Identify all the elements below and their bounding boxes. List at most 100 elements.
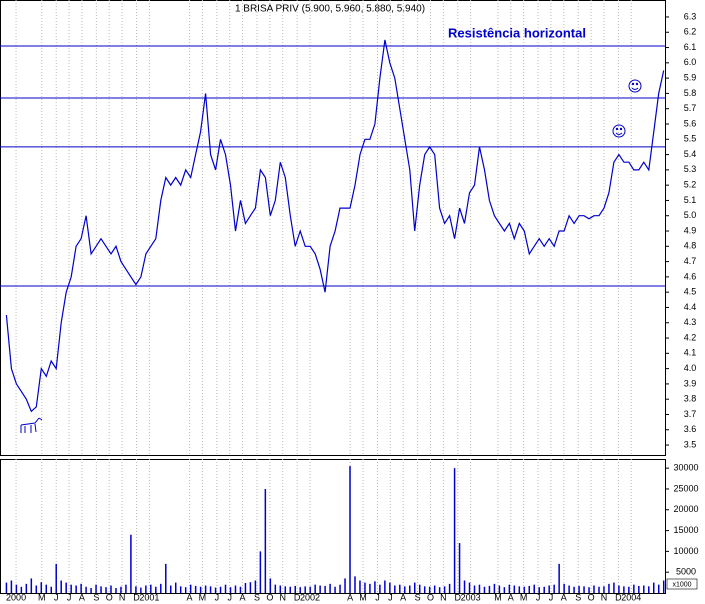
volume-bar: [349, 466, 351, 593]
volume-bar: [523, 586, 526, 593]
y-tick-label: 4.6: [684, 271, 697, 281]
y-tick-label: 5.9: [684, 73, 697, 83]
volume-bar: [324, 585, 326, 593]
y2-tick-label: 15000: [673, 525, 698, 535]
x-tick-label: J: [227, 592, 232, 602]
y2-tick-label: 30000: [673, 463, 698, 473]
volume-bar: [249, 582, 252, 593]
volume-bar: [643, 585, 645, 593]
volume-bar: [653, 582, 655, 593]
volume-bar: [379, 584, 381, 593]
y-tick-label: 6.2: [684, 27, 697, 37]
volume-bar: [30, 578, 33, 593]
y-tick-label: 3.7: [684, 409, 697, 419]
volume-bar: [45, 584, 48, 593]
volume-bar: [428, 586, 431, 593]
y2-tick-label: 20000: [673, 504, 698, 514]
volume-bar: [105, 587, 107, 593]
x-tick-label: N: [279, 592, 286, 602]
volume-bar: [657, 584, 660, 593]
x-tick-label: A: [561, 592, 567, 602]
volume-bar: [628, 586, 630, 593]
marks: [0, 39, 665, 593]
volume-bar: [110, 585, 112, 593]
volume-bar: [448, 583, 451, 593]
volume-bar: [339, 584, 341, 593]
volume-bar: [364, 582, 366, 593]
volume-bar: [418, 584, 421, 593]
volume-bar: [533, 584, 535, 593]
volume-bar: [384, 580, 386, 593]
x-tick-label: M: [520, 592, 528, 602]
x-tick-label: A: [400, 592, 406, 602]
volume-bar: [120, 586, 122, 593]
volume-bar: [553, 584, 555, 593]
x-tick-label: D: [133, 592, 140, 602]
x-tick-label: J: [215, 592, 220, 602]
volume-bar: [50, 586, 52, 593]
volume-bar: [274, 584, 277, 593]
volume-bar: [438, 587, 441, 593]
volume-bar: [75, 585, 77, 593]
volume-bar: [65, 582, 67, 593]
volume-bar: [608, 583, 610, 593]
y-tick-label: 4.1: [684, 348, 697, 358]
volume-bar: [573, 586, 575, 593]
y-tick-label: 4.0: [684, 363, 697, 373]
volume-bar: [478, 584, 481, 593]
x-tick-label: A: [79, 592, 85, 602]
volume-bar: [70, 584, 72, 593]
volume-bar: [409, 585, 411, 593]
volume-bar: [95, 584, 97, 593]
volume-bar: [548, 585, 550, 593]
y-tick-label: 6.1: [684, 42, 697, 52]
volume-bar: [662, 580, 665, 593]
volume-bar: [618, 585, 620, 593]
volume-bar: [55, 563, 57, 593]
volume-bar: [189, 584, 192, 593]
volume-bar: [513, 585, 516, 593]
x-tick-label: A: [240, 592, 246, 602]
volume-bar: [503, 587, 506, 593]
x-tick-label: M: [359, 592, 367, 602]
x-tick-label: S: [93, 592, 99, 602]
x-tick-label: A: [187, 592, 193, 602]
volume-bar: [458, 543, 461, 593]
volume-bar: [299, 587, 301, 593]
volume-bar: [538, 587, 540, 593]
volume-bar: [140, 587, 142, 593]
volume-bar: [359, 580, 361, 593]
volume-bar: [279, 585, 282, 593]
volume-bar: [35, 585, 38, 593]
volume-bar: [473, 585, 476, 593]
volume-bar: [80, 583, 82, 593]
volume-bar: [214, 587, 217, 593]
volume-bar: [10, 580, 13, 593]
volume-bar: [155, 586, 157, 593]
volume-bar: [518, 586, 521, 593]
volume-bar: [344, 578, 346, 593]
volume-bar: [404, 586, 406, 593]
y-tick-label: 5.3: [684, 164, 697, 174]
volume-bar: [583, 586, 585, 593]
unit-box: [666, 578, 698, 590]
volume-bar: [264, 488, 267, 593]
volume-bar: [374, 581, 376, 593]
x-tick-label: J: [549, 592, 554, 602]
volume-bar: [224, 584, 227, 593]
x-tick-label: O: [588, 592, 595, 602]
volume-bar: [394, 585, 396, 593]
y-tick-label: 4.8: [684, 241, 697, 251]
volume-bar: [100, 586, 102, 593]
volume-bar: [648, 586, 650, 593]
volume-bar: [588, 587, 590, 593]
volume-bar: [389, 582, 391, 593]
volume-bar: [598, 586, 600, 593]
volume-bar: [309, 586, 311, 593]
volume-bar: [613, 582, 615, 593]
y-tick-label: 5.0: [684, 210, 697, 220]
x-tick-label: N: [119, 592, 126, 602]
x-tick-label: O: [106, 592, 113, 602]
volume-bar: [508, 584, 511, 593]
